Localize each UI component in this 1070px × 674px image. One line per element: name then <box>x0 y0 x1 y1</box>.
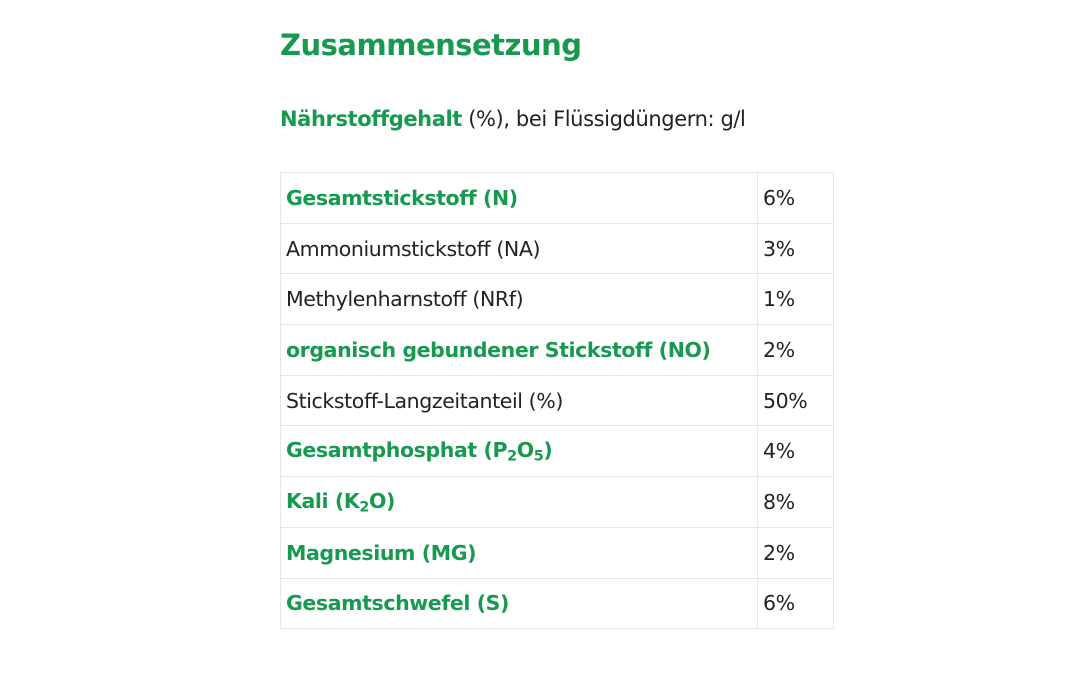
row-value: 8% <box>757 476 834 528</box>
row-value: 6% <box>757 172 834 224</box>
table-row: Gesamtschwefel (S) 6% <box>280 577 834 630</box>
label-part: Kali (K <box>286 488 360 513</box>
row-label: organisch gebundener Stickstoff (NO) <box>280 324 758 376</box>
row-label: Ammoniumstickstoff (NA) <box>280 222 758 275</box>
label-part: O <box>516 437 534 462</box>
row-value: 3% <box>757 222 834 275</box>
row-value: 2% <box>757 526 834 579</box>
table-row: organisch gebundener Stickstoff (NO) 2% <box>280 324 834 376</box>
row-value: 4% <box>757 425 834 478</box>
label-part: ) <box>543 437 553 462</box>
subtitle-bold: Nährstoffgehalt <box>280 107 462 131</box>
row-label: Gesamtphosphat (P2O5) <box>280 425 758 478</box>
subtitle-rest: (%), bei Flüssigdüngern: g/l <box>461 107 746 131</box>
label-subscript: 2 <box>507 448 517 465</box>
table-row: Ammoniumstickstoff (NA) 3% <box>280 222 834 275</box>
table-row: Kali (K2O) 8% <box>280 476 834 528</box>
row-label: Stickstoff-Langzeitanteil (%) <box>280 374 758 427</box>
row-value: 6% <box>757 577 834 630</box>
label-subscript: 2 <box>359 499 369 516</box>
row-label: Gesamtstickstoff (N) <box>280 172 758 224</box>
label-part: Gesamtphosphat (P <box>286 437 508 462</box>
row-label: Kali (K2O) <box>280 476 758 528</box>
label-part: O) <box>368 488 395 513</box>
table-row: Gesamtphosphat (P2O5) 4% <box>280 425 834 478</box>
table-row: Stickstoff-Langzeitanteil (%) 50% <box>280 374 834 427</box>
table-row: Methylenharnstoff (NRf) 1% <box>280 273 834 326</box>
page-title: Zusammensetzung <box>280 28 582 62</box>
row-label: Methylenharnstoff (NRf) <box>280 273 758 326</box>
table-row: Magnesium (MG) 2% <box>280 526 834 579</box>
table-row: Gesamtstickstoff (N) 6% <box>280 172 834 224</box>
row-value: 2% <box>757 324 834 376</box>
row-label: Magnesium (MG) <box>280 526 758 579</box>
row-label: Gesamtschwefel (S) <box>280 577 758 630</box>
nutrient-table: Gesamtstickstoff (N) 6% Ammoniumstickstof… <box>280 172 834 630</box>
row-value: 50% <box>757 374 834 427</box>
label-subscript: 5 <box>533 448 544 465</box>
nutrient-subtitle: Nährstoffgehalt (%), bei Flüssigdüngern:… <box>280 107 746 131</box>
row-value: 1% <box>757 273 834 326</box>
